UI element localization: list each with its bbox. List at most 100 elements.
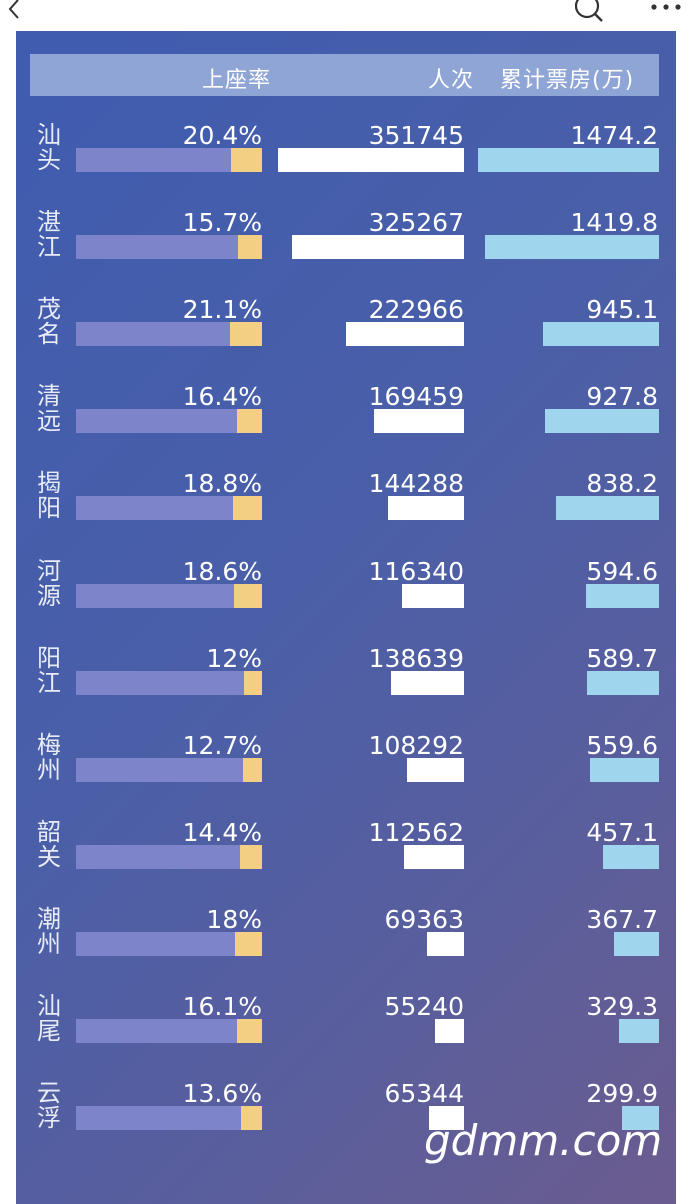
attendance-bar (346, 322, 464, 346)
attendance-bar (404, 845, 464, 869)
city-label: 阳江 (37, 644, 61, 697)
box-office-bar (619, 1019, 659, 1043)
table-row: 汕头 20.4% 351745 1474.2 (16, 121, 676, 193)
table-row: 汕尾 16.1% 55240 329.3 (16, 992, 676, 1064)
city-label: 云浮 (37, 1079, 61, 1132)
table-row: 云浮 13.6% 65344 299.9 (16, 1079, 676, 1151)
attendance-value: 138639 (368, 644, 464, 673)
box-office-bar (478, 148, 659, 172)
box-office-bar (587, 671, 659, 695)
box-office-value: 945.1 (586, 295, 658, 324)
attendance-bar (388, 496, 464, 520)
occupancy-value: 13.6% (182, 1079, 262, 1108)
box-office-value: 367.7 (586, 905, 658, 934)
box-office-header: 累计票房(万) (500, 68, 635, 93)
occupancy-track (76, 671, 262, 695)
attendance-bar (374, 409, 464, 433)
attendance-bar (427, 932, 464, 956)
city-label: 茂名 (37, 295, 61, 348)
occupancy-value: 16.4% (182, 382, 262, 411)
occupancy-header: 上座率 (202, 68, 272, 93)
box-office-value: 329.3 (586, 992, 658, 1021)
box-office-value: 838.2 (586, 469, 658, 498)
city-label: 湛江 (37, 208, 61, 261)
occupancy-bar (237, 409, 262, 433)
occupancy-value: 15.7% (182, 208, 262, 237)
attendance-value: 108292 (368, 731, 464, 760)
attendance-bar (278, 148, 464, 172)
occupancy-track (76, 1019, 262, 1043)
box-office-bar (603, 845, 659, 869)
attendance-bar (391, 671, 464, 695)
occupancy-value: 18.6% (182, 557, 262, 586)
attendance-bar (402, 584, 464, 608)
table-row: 韶关 14.4% 112562 457.1 (16, 818, 676, 890)
box-office-bar (622, 1106, 659, 1130)
box-office-value: 1474.2 (570, 121, 658, 150)
attendance-value: 222966 (368, 295, 464, 324)
table-row: 梅州 12.7% 108292 559.6 (16, 731, 676, 803)
occupancy-track (76, 1106, 262, 1130)
attendance-header: 人次 (428, 68, 475, 93)
more-icon[interactable] (648, 0, 688, 14)
box-office-bar (590, 758, 659, 782)
box-office-value: 927.8 (586, 382, 658, 411)
back-icon[interactable] (2, 0, 24, 20)
city-label: 韶关 (37, 818, 61, 871)
city-label: 汕头 (37, 121, 61, 174)
occupancy-bar (238, 235, 262, 259)
occupancy-bar (234, 584, 262, 608)
occupancy-value: 20.4% (182, 121, 262, 150)
box-office-value: 589.7 (586, 644, 658, 673)
table-row: 茂名 21.1% 222966 945.1 (16, 295, 676, 367)
box-office-value: 299.9 (586, 1079, 658, 1108)
occupancy-bar (240, 845, 262, 869)
city-label: 潮州 (37, 905, 61, 958)
occupancy-bar (241, 1106, 262, 1130)
attendance-bar (435, 1019, 464, 1043)
occupancy-value: 14.4% (182, 818, 262, 847)
attendance-value: 325267 (368, 208, 464, 237)
attendance-value: 116340 (368, 557, 464, 586)
occupancy-track (76, 496, 262, 520)
box-office-value: 1419.8 (570, 208, 658, 237)
occupancy-track (76, 148, 262, 172)
city-label: 河源 (37, 557, 61, 610)
search-icon[interactable] (570, 0, 610, 22)
attendance-bar (407, 758, 464, 782)
box-office-value: 559.6 (586, 731, 658, 760)
attendance-value: 55240 (384, 992, 464, 1021)
occupancy-track (76, 932, 262, 956)
watermark: gdmm.com (424, 1116, 663, 1165)
table-row: 揭阳 18.8% 144288 838.2 (16, 469, 676, 541)
occupancy-track (76, 845, 262, 869)
box-office-bar (543, 322, 659, 346)
box-office-value: 594.6 (586, 557, 658, 586)
table-header: 上座率 人次 累计票房(万) (30, 54, 659, 96)
attendance-value: 144288 (368, 469, 464, 498)
occupancy-value: 21.1% (182, 295, 262, 324)
chart-panel: 上座率 人次 累计票房(万) 汕头 20.4% 351745 1474.2 湛江 15.7… (16, 31, 676, 1204)
city-label: 汕尾 (37, 992, 61, 1045)
rows-container: 汕头 20.4% 351745 1474.2 湛江 15.7% 325267 1419.8 茂名… (16, 31, 676, 1204)
occupancy-bar (244, 671, 262, 695)
occupancy-bar (243, 758, 262, 782)
occupancy-track (76, 235, 262, 259)
table-row: 清远 16.4% 169459 927.8 (16, 382, 676, 454)
occupancy-bar (231, 148, 262, 172)
box-office-bar (586, 584, 659, 608)
attendance-value: 65344 (384, 1079, 464, 1108)
occupancy-value: 18% (206, 905, 262, 934)
occupancy-value: 18.8% (182, 469, 262, 498)
occupancy-bar (233, 496, 262, 520)
attendance-value: 169459 (368, 382, 464, 411)
city-label: 梅州 (37, 731, 61, 784)
attendance-bar (292, 235, 464, 259)
occupancy-track (76, 322, 262, 346)
table-row: 潮州 18% 69363 367.7 (16, 905, 676, 977)
box-office-bar (485, 235, 659, 259)
occupancy-value: 12% (206, 644, 262, 673)
top-bar (0, 0, 695, 30)
table-row: 河源 18.6% 116340 594.6 (16, 557, 676, 629)
table-row: 阳江 12% 138639 589.7 (16, 644, 676, 716)
